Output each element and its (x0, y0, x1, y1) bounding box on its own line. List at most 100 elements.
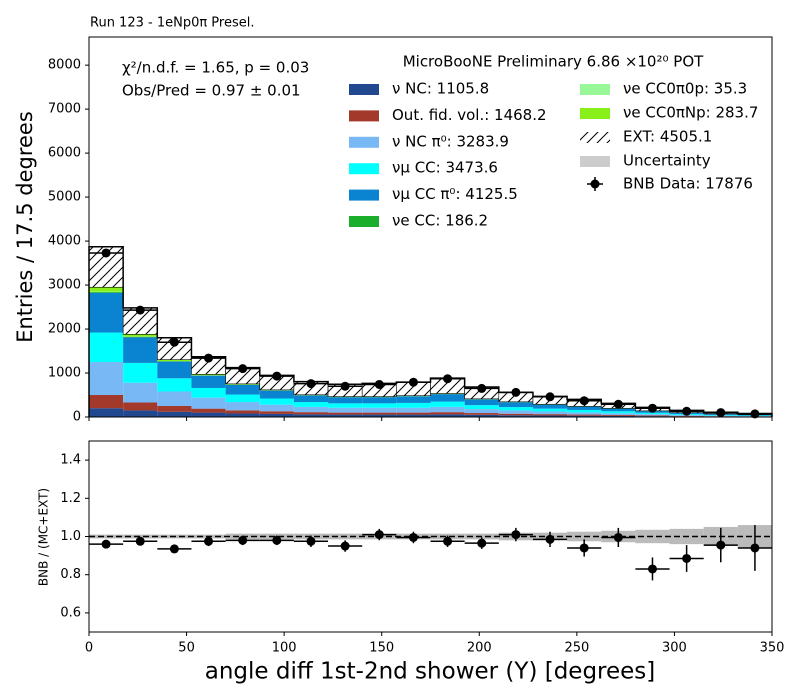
legend-label: Uncertainty (623, 152, 711, 170)
bar-segment (532, 411, 568, 415)
bar-segment (567, 406, 602, 410)
bar-segment (225, 384, 260, 395)
data-point (238, 364, 248, 374)
bar-segment (157, 361, 192, 379)
bar-segment (191, 412, 226, 417)
ratio-point (135, 536, 145, 546)
bar-segment (635, 415, 670, 417)
y-axis-label: BNB / (MC+EXT) (37, 488, 51, 586)
ratio-point (750, 543, 760, 553)
bar-segment (259, 398, 294, 405)
bar-segment (430, 412, 465, 415)
y-tick-label: 6000 (48, 146, 81, 161)
bar-segment (191, 408, 226, 413)
legend-swatch (580, 84, 610, 95)
bar-segment (328, 397, 363, 404)
bar-segment (328, 407, 363, 413)
bar-segment (293, 414, 329, 417)
bar-segment (362, 397, 397, 404)
bar-segment (89, 362, 124, 396)
bar-segment (464, 409, 499, 414)
bar-segment (89, 287, 124, 292)
ratio-point (477, 538, 487, 548)
ratio-point (443, 536, 453, 546)
bar-segment (157, 406, 192, 412)
bar-segment (362, 407, 397, 413)
bar-segment (123, 337, 158, 363)
bar-segment (225, 410, 260, 414)
y-tick-label: 5000 (48, 190, 81, 205)
bar-segment (123, 410, 158, 417)
bar-segment (601, 411, 636, 414)
data-point (579, 396, 589, 406)
x-tick-label: 150 (369, 641, 394, 656)
bar-segment (328, 412, 363, 415)
bar-segment (123, 402, 158, 411)
bar-segment (157, 391, 192, 407)
bar-segment (567, 412, 602, 415)
x-tick-label: 50 (178, 641, 195, 656)
bar-segment (293, 402, 329, 407)
bar-segment (464, 405, 499, 410)
data-point (511, 387, 521, 397)
bar-segment (498, 413, 533, 416)
uncertainty-band (89, 534, 124, 539)
bar-segment (89, 292, 124, 293)
ratio-point (408, 532, 418, 542)
bar-segment (396, 402, 431, 408)
bar-segment (396, 396, 431, 403)
y-tick-label: 2000 (48, 322, 81, 337)
data-point (169, 337, 179, 347)
legend-swatch (349, 84, 379, 95)
bar-segment (532, 414, 568, 416)
bar-segment (191, 375, 226, 388)
legend-label: BNB Data: 17876 (623, 175, 753, 193)
data-point (545, 392, 555, 402)
ratio-point (716, 540, 726, 550)
bar-segment (123, 334, 158, 337)
bar-segment (567, 414, 602, 416)
bar-segment (464, 414, 499, 417)
bar-segment (430, 394, 465, 402)
bar-segment (123, 336, 158, 338)
bar-segment (532, 404, 568, 409)
bar-segment (293, 395, 329, 403)
y-tick-label: 4000 (48, 234, 81, 249)
y-tick-label: 0.6 (60, 605, 81, 620)
bar-segment (430, 414, 465, 417)
legend-swatch (349, 163, 379, 175)
legend-label: νμ CC: 3473.6 (392, 159, 498, 177)
bar-segment (157, 411, 192, 417)
y-tick-label: 8000 (48, 58, 81, 73)
uncertainty-band (123, 534, 158, 539)
legend-title: MicroBooNE Preliminary 6.86 ×10²⁰ POT (403, 53, 704, 71)
bar-segment (567, 415, 602, 417)
data-point (647, 403, 657, 413)
legend-label: ν NC: 1105.8 (392, 80, 489, 98)
ratio-point (306, 536, 316, 546)
ratio-point (374, 530, 384, 540)
data-point (374, 379, 384, 389)
legend-label: νe CC0π0p: 35.3 (623, 80, 747, 98)
bar-segment (396, 412, 431, 415)
legend-label: νe CC0πNp: 283.7 (623, 104, 758, 122)
data-point (750, 409, 760, 419)
bar-segment (362, 403, 397, 408)
y-tick-label: 7000 (48, 102, 81, 117)
bar-segment (464, 399, 499, 406)
ratio-point (511, 530, 521, 540)
bar-segment (157, 359, 192, 362)
bar-segment (601, 415, 636, 416)
data-point (443, 374, 453, 384)
bar-segment (191, 387, 226, 398)
bar-segment (464, 413, 499, 415)
ratio-point (613, 532, 623, 542)
bar-segment (259, 404, 294, 412)
bar-segment (89, 395, 124, 409)
legend-label: EXT: 4505.1 (623, 128, 712, 146)
bar-segment (532, 408, 568, 412)
data-point (272, 371, 282, 381)
bar-segment (191, 397, 226, 409)
legend-swatch (349, 136, 379, 148)
